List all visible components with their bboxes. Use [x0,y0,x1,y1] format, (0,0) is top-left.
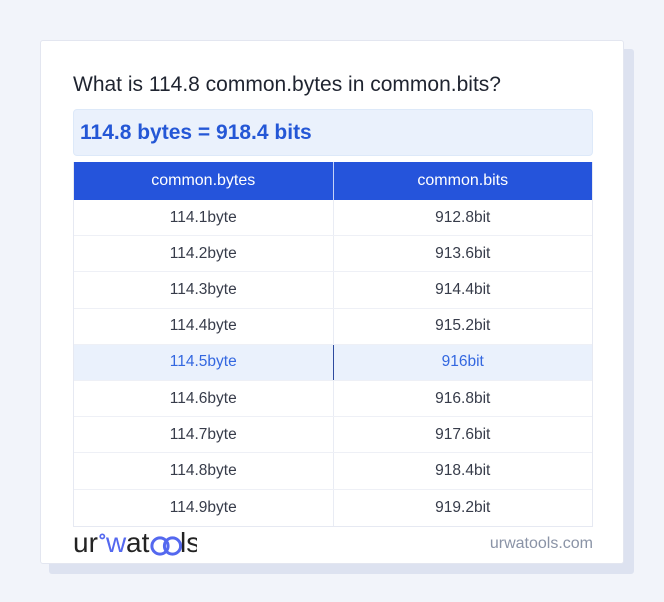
svg-text:ls: ls [180,531,197,557]
svg-text:ur: ur [73,531,98,557]
svg-text:w: w [105,531,127,557]
svg-text:at: at [126,531,150,557]
